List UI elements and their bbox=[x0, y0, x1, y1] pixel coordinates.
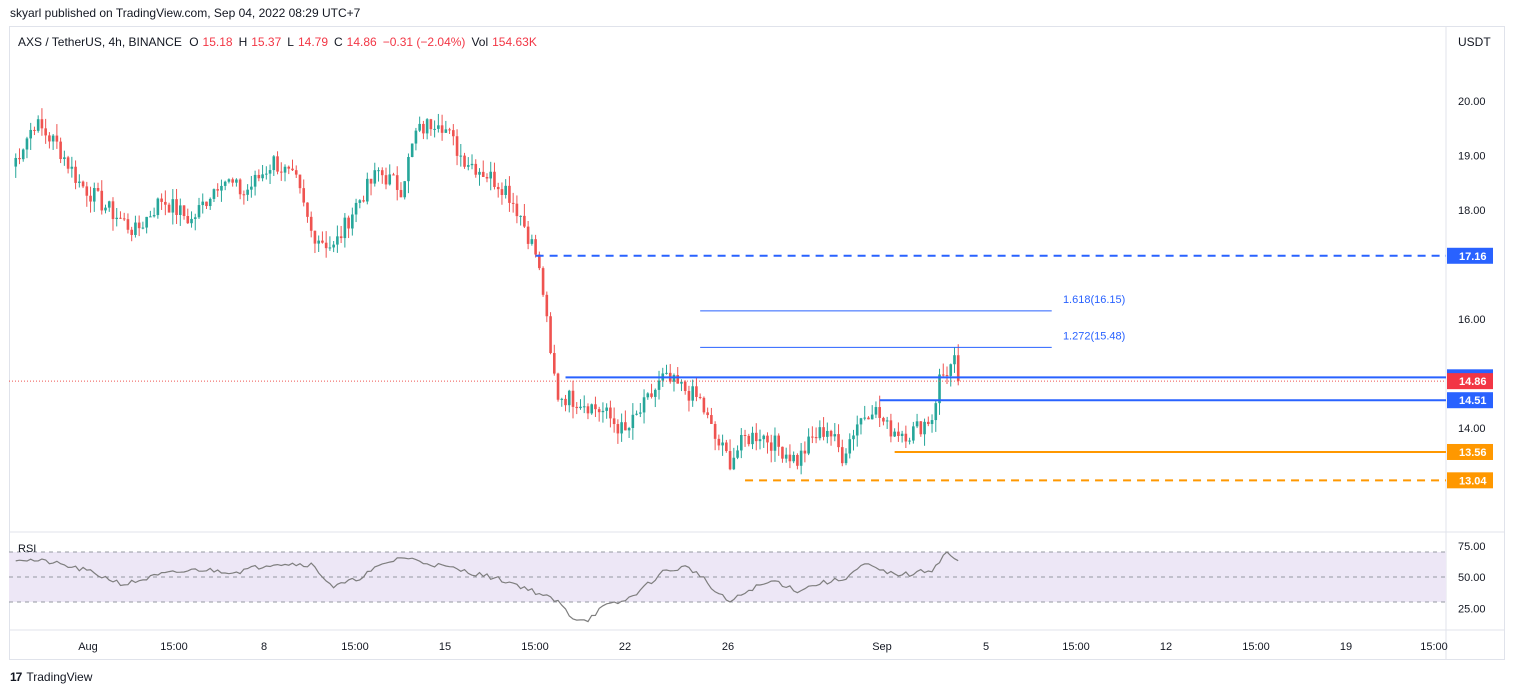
symbol-name[interactable]: AXS / TetherUS, 4h, BINANCE bbox=[18, 35, 182, 49]
tradingview-logo[interactable]: 17 TradingView bbox=[10, 670, 92, 684]
publisher-line: skyarl published on TradingView.com, Sep… bbox=[10, 6, 361, 20]
currency-label: USDT bbox=[1458, 35, 1491, 49]
brand-name: TradingView bbox=[26, 670, 93, 684]
ohlc-value: 154.63K bbox=[492, 35, 537, 49]
ohlc-value: −0.31 (−2.04%) bbox=[382, 35, 466, 49]
ohlc-key: C bbox=[334, 35, 343, 49]
ohlc-key: H bbox=[238, 35, 248, 49]
symbol-legend: AXS / TetherUS, 4h, BINANCE O 15.18 H 15.37… bbox=[18, 35, 547, 49]
ohlc-value: 14.86 bbox=[346, 35, 377, 49]
ohlc-value: 14.79 bbox=[297, 35, 328, 49]
ohlc-value: 15.37 bbox=[251, 35, 282, 49]
ohlc-value: 15.18 bbox=[202, 35, 233, 49]
ohlc-values: O 15.18 H 15.37 L 14.79 C 14.86 −0.31 (−2.04%) Vo… bbox=[189, 35, 543, 49]
chart-frame bbox=[9, 26, 1505, 660]
tradingview-icon: 17 bbox=[10, 670, 22, 684]
ohlc-key: L bbox=[287, 35, 294, 49]
ohlc-key: O bbox=[189, 35, 199, 49]
ohlc-key: Vol bbox=[471, 35, 489, 49]
